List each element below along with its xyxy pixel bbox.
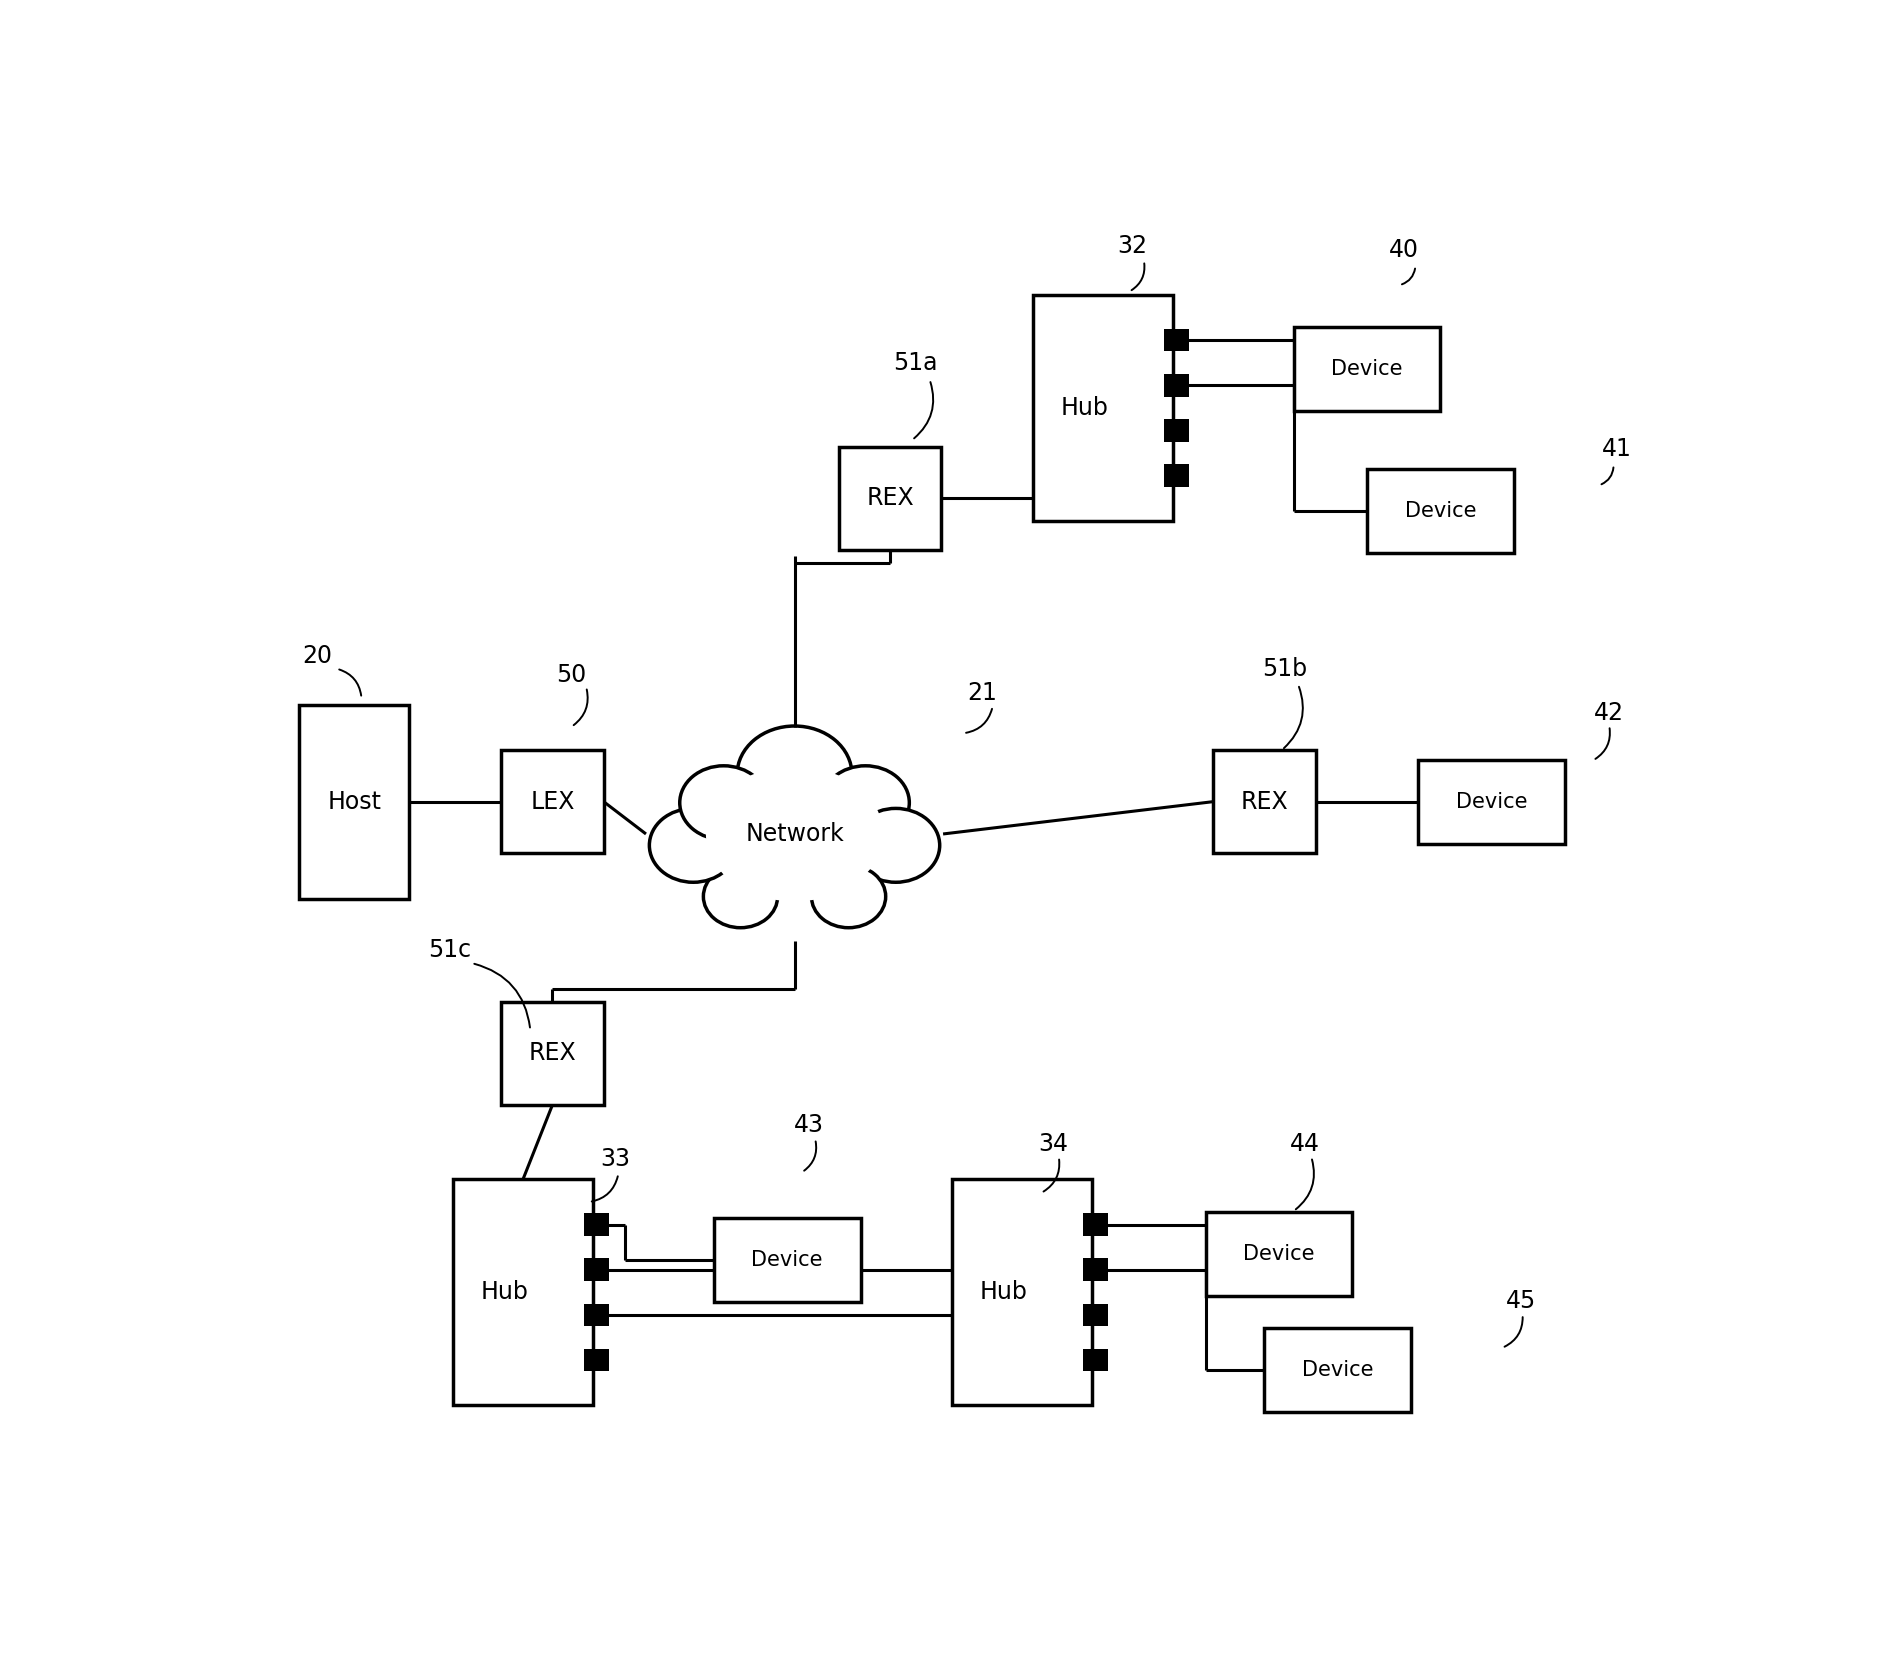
Text: Device: Device xyxy=(1405,501,1475,522)
Text: Device: Device xyxy=(1331,359,1403,379)
Text: 51a: 51a xyxy=(892,350,938,374)
Text: Device: Device xyxy=(752,1249,824,1269)
Text: 32: 32 xyxy=(1117,235,1148,258)
Text: 41: 41 xyxy=(1602,438,1631,461)
FancyBboxPatch shape xyxy=(583,1348,610,1372)
Text: 45: 45 xyxy=(1506,1290,1536,1313)
Text: REX: REX xyxy=(1241,790,1288,813)
Ellipse shape xyxy=(822,766,909,840)
Text: 43: 43 xyxy=(794,1112,824,1137)
Text: Hub: Hub xyxy=(481,1280,528,1305)
Ellipse shape xyxy=(852,808,939,882)
FancyBboxPatch shape xyxy=(1163,419,1189,441)
FancyBboxPatch shape xyxy=(1205,1212,1352,1296)
Text: 33: 33 xyxy=(600,1147,631,1171)
Text: 51b: 51b xyxy=(1261,657,1307,681)
Ellipse shape xyxy=(706,766,883,902)
Text: Host: Host xyxy=(328,790,381,813)
Text: 34: 34 xyxy=(1038,1132,1068,1155)
Text: 51c: 51c xyxy=(428,937,472,963)
Text: 20: 20 xyxy=(303,644,333,667)
FancyBboxPatch shape xyxy=(1032,295,1172,522)
FancyBboxPatch shape xyxy=(1419,760,1564,844)
FancyBboxPatch shape xyxy=(583,1258,610,1281)
FancyBboxPatch shape xyxy=(1163,374,1189,396)
Text: 40: 40 xyxy=(1388,238,1419,262)
Text: 50: 50 xyxy=(557,662,587,688)
FancyBboxPatch shape xyxy=(953,1179,1091,1405)
Text: Hub: Hub xyxy=(1061,396,1108,419)
Text: Device: Device xyxy=(1242,1244,1314,1264)
FancyBboxPatch shape xyxy=(500,1001,604,1105)
Text: 44: 44 xyxy=(1290,1132,1320,1155)
FancyBboxPatch shape xyxy=(1083,1258,1108,1281)
FancyBboxPatch shape xyxy=(453,1179,593,1405)
Ellipse shape xyxy=(650,808,737,882)
Ellipse shape xyxy=(811,865,886,927)
FancyBboxPatch shape xyxy=(1367,470,1513,553)
FancyBboxPatch shape xyxy=(1163,329,1189,352)
FancyBboxPatch shape xyxy=(1083,1348,1108,1372)
FancyBboxPatch shape xyxy=(1163,465,1189,486)
Text: Hub: Hub xyxy=(979,1280,1028,1305)
Text: REX: REX xyxy=(528,1041,576,1065)
Ellipse shape xyxy=(703,865,778,927)
FancyBboxPatch shape xyxy=(1294,327,1439,411)
FancyBboxPatch shape xyxy=(1083,1303,1108,1327)
Text: Device: Device xyxy=(1456,792,1528,812)
FancyBboxPatch shape xyxy=(500,750,604,854)
FancyBboxPatch shape xyxy=(299,704,409,899)
FancyBboxPatch shape xyxy=(714,1218,860,1301)
Text: REX: REX xyxy=(866,486,913,510)
FancyBboxPatch shape xyxy=(1083,1212,1108,1236)
FancyBboxPatch shape xyxy=(583,1212,610,1236)
FancyBboxPatch shape xyxy=(583,1303,610,1327)
FancyBboxPatch shape xyxy=(839,446,941,550)
Text: Device: Device xyxy=(1301,1360,1373,1380)
Ellipse shape xyxy=(680,766,767,840)
Text: 42: 42 xyxy=(1595,701,1625,724)
Text: 21: 21 xyxy=(968,681,998,706)
FancyBboxPatch shape xyxy=(1212,750,1316,854)
Ellipse shape xyxy=(737,726,852,823)
Text: Network: Network xyxy=(744,822,845,845)
Text: LEX: LEX xyxy=(530,790,574,813)
FancyBboxPatch shape xyxy=(1265,1328,1411,1412)
